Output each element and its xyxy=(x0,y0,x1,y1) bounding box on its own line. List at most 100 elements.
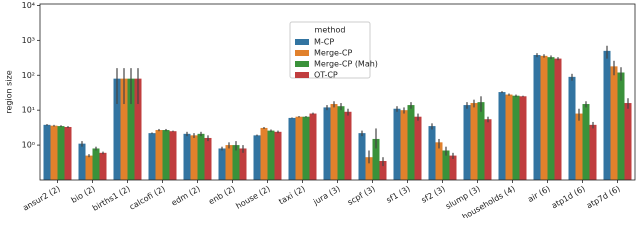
bar xyxy=(470,103,478,180)
bar xyxy=(113,78,121,180)
bar xyxy=(288,117,296,180)
bar xyxy=(162,130,170,180)
bar xyxy=(260,127,268,180)
bar xyxy=(505,94,513,180)
x-tick-label: atp7d (6) xyxy=(585,184,622,210)
x-tick-label: jura (3) xyxy=(311,184,342,207)
bar xyxy=(582,104,590,180)
y-tick-label: 10² xyxy=(22,71,35,80)
legend-swatch xyxy=(295,72,309,78)
y-tick-label: 10¹ xyxy=(22,106,35,115)
bar xyxy=(225,145,233,180)
bar xyxy=(253,135,261,180)
bar xyxy=(442,150,450,180)
bar xyxy=(477,102,485,180)
legend-swatch xyxy=(295,50,309,56)
bar xyxy=(148,133,156,180)
x-tick-label: scpf (3) xyxy=(346,184,377,207)
bar xyxy=(323,107,331,180)
bar xyxy=(624,103,632,180)
x-tick-label: births1 (2) xyxy=(91,184,132,213)
bar xyxy=(414,116,422,180)
legend-swatch xyxy=(295,39,309,45)
bar xyxy=(400,110,408,180)
bar xyxy=(449,155,457,180)
bar xyxy=(337,106,345,180)
bar xyxy=(50,125,58,180)
x-tick-label: edm (2) xyxy=(170,184,202,208)
bar xyxy=(57,126,65,180)
bar xyxy=(232,145,240,180)
x-tick-label: calcofi (2) xyxy=(128,184,167,212)
bar xyxy=(435,142,443,180)
bar xyxy=(393,108,401,180)
bar xyxy=(428,126,436,180)
bar xyxy=(533,55,541,181)
y-axis-label: region size xyxy=(5,70,14,113)
bar xyxy=(379,161,387,180)
bar xyxy=(512,95,520,180)
bar xyxy=(267,130,275,180)
x-tick-label: enb (2) xyxy=(207,184,237,206)
bar xyxy=(295,116,303,180)
x-tick-label: sf1 (3) xyxy=(385,184,412,205)
bar xyxy=(365,157,373,180)
bar xyxy=(610,66,618,180)
legend-label: Merge-CP (Mah) xyxy=(314,60,378,69)
bar xyxy=(344,111,352,180)
bar xyxy=(575,113,583,180)
bar xyxy=(330,104,338,180)
y-tick-label: 10³ xyxy=(22,36,35,45)
bar xyxy=(120,78,128,180)
x-tick-label: bio (2) xyxy=(70,184,97,205)
legend-box xyxy=(289,21,371,79)
bar xyxy=(547,57,555,180)
bar xyxy=(127,78,135,180)
bar xyxy=(498,92,506,180)
legend-label: M-CP xyxy=(314,38,334,47)
bar xyxy=(197,133,205,180)
bar xyxy=(372,138,380,180)
bar xyxy=(85,155,93,180)
x-tick-label: ansur2 (2) xyxy=(21,184,61,213)
bar xyxy=(64,126,72,180)
bar xyxy=(239,148,247,180)
bar xyxy=(603,50,611,181)
bar xyxy=(134,78,142,180)
y-tick-label: 10⁰ xyxy=(22,141,35,150)
bar xyxy=(568,76,576,180)
bar xyxy=(463,105,471,180)
bar xyxy=(204,137,212,180)
bar xyxy=(554,58,562,180)
legend-swatch xyxy=(295,61,309,67)
bar xyxy=(92,148,100,180)
bar xyxy=(99,152,107,180)
bar xyxy=(190,135,198,180)
bar xyxy=(78,143,86,180)
bar xyxy=(519,96,527,180)
bar xyxy=(169,131,177,180)
x-tick-label: air (6) xyxy=(526,184,552,204)
chart: region size 10⁰ 10¹ 10² 10³ 10⁴ ansur2 (2) bio… xyxy=(5,1,636,218)
plot-frame xyxy=(39,3,636,181)
y-tick-label: 10⁴ xyxy=(22,1,35,10)
bar xyxy=(309,113,317,180)
bar xyxy=(407,105,415,180)
bar xyxy=(617,72,625,180)
bar xyxy=(358,133,366,180)
x-tick-label: house (2) xyxy=(234,184,271,211)
bar xyxy=(589,124,597,180)
bar xyxy=(43,124,51,180)
bar xyxy=(155,130,163,180)
bar xyxy=(218,148,226,180)
legend-title: method xyxy=(315,26,346,35)
x-tick-label: taxi (2) xyxy=(277,184,307,206)
bar xyxy=(540,55,548,181)
bar xyxy=(183,133,191,180)
legend-label: OT-CP xyxy=(314,71,338,80)
bar xyxy=(274,131,282,180)
legend-label: Merge-CP xyxy=(314,49,352,58)
bar xyxy=(484,119,492,180)
bar xyxy=(302,116,310,180)
x-tick-label: sf2 (3) xyxy=(420,184,447,205)
